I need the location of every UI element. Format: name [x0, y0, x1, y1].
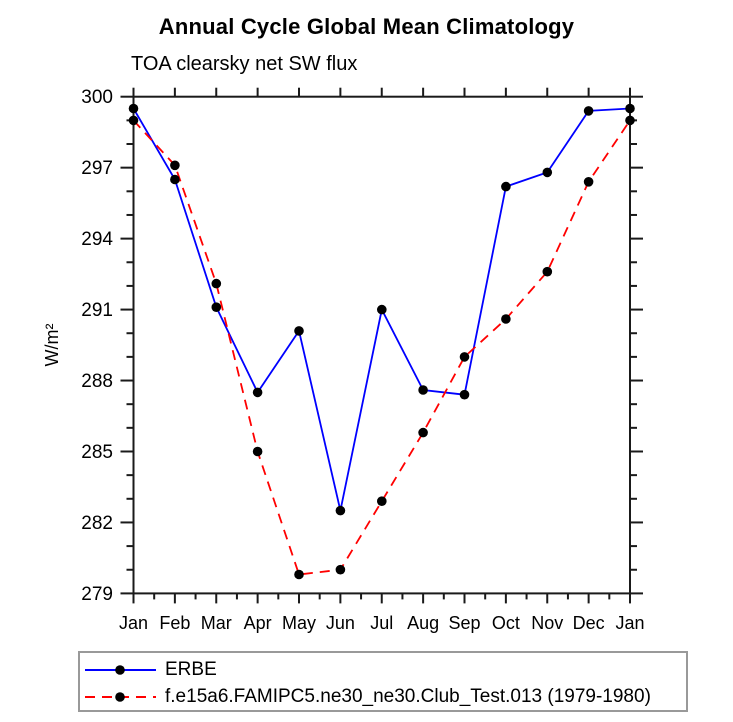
- series-model-marker: [128, 115, 139, 126]
- series-erbe-marker: [211, 302, 222, 313]
- series-model-marker: [211, 278, 222, 289]
- series-erbe-marker: [294, 326, 304, 336]
- plot-area: 279 282 285 288 291 294 297 300 Jan Feb Mar Apr May J…: [42, 87, 645, 633]
- legend-sample-marker: [115, 664, 125, 675]
- y-tick-label: 282: [81, 513, 113, 534]
- legend-item-erbe: ERBE: [82, 656, 686, 683]
- legend-label-model: f.e15a6.FAMIPC5.ne30_ne30.Club_Test.013 …: [165, 685, 651, 707]
- x-tick-label: Mar: [201, 613, 232, 633]
- y-tick-label: 291: [81, 300, 113, 321]
- series-erbe-marker: [252, 387, 263, 398]
- series-erbe-marker: [128, 103, 139, 114]
- x-tick-label: Jul: [370, 613, 393, 633]
- series-erbe-marker: [501, 181, 511, 192]
- x-tick-label: Aug: [407, 613, 439, 633]
- x-tick-label: May: [282, 613, 316, 633]
- x-tick-label: Oct: [492, 613, 520, 633]
- y-tick-label: 285: [81, 442, 113, 463]
- chart-title: Annual Cycle Global Mean Climatology: [158, 14, 575, 39]
- legend-item-model: f.e15a6.FAMIPC5.ne30_ne30.Club_Test.013 …: [82, 683, 686, 710]
- series-model-marker: [335, 564, 346, 575]
- chart-subtitle: TOA clearsky net SW flux: [131, 53, 358, 75]
- x-tick-label: Sep: [448, 613, 480, 633]
- series-erbe-marker: [170, 174, 180, 185]
- series-model-marker: [501, 314, 511, 324]
- series-erbe-marker: [542, 167, 553, 178]
- series-model-marker: [418, 427, 428, 438]
- series-erbe-marker: [625, 103, 635, 114]
- x-tick-label: Apr: [244, 613, 272, 633]
- series-erbe-marker: [459, 389, 470, 400]
- x-tick-label: Dec: [573, 613, 605, 633]
- series-erbe-marker: [418, 385, 428, 395]
- y-tick-label: 288: [81, 371, 113, 392]
- series-model-marker: [459, 352, 470, 362]
- series-model-marker: [170, 160, 180, 171]
- legend-label-erbe: ERBE: [165, 658, 217, 680]
- x-tick-label: Jan: [615, 613, 644, 633]
- series-model-marker: [252, 446, 263, 457]
- x-tick-label: Feb: [159, 613, 190, 633]
- legend-sample-erbe: [85, 664, 156, 675]
- legend-sample-marker: [115, 691, 125, 702]
- series-model-marker: [377, 496, 387, 507]
- y-axis-label: W/m²: [42, 324, 62, 367]
- series-model-line: [132, 119, 631, 576]
- legend-sample-model: [85, 691, 156, 702]
- plot-frame: [132, 95, 631, 595]
- x-tick-label: Nov: [531, 613, 563, 633]
- x-tick-label: Jun: [326, 613, 355, 633]
- series-erbe-marker: [335, 505, 346, 516]
- series-model-marker: [625, 115, 635, 126]
- y-tick-label: 300: [81, 87, 113, 108]
- series-model-marker: [542, 266, 553, 277]
- y-tick-label: 297: [81, 158, 113, 179]
- legend: ERBE f.e15a6.FAMIPC5.ne30_ne30.Club_Test…: [78, 651, 688, 712]
- series-erbe-marker: [377, 304, 387, 315]
- y-tick-label: 294: [81, 229, 113, 250]
- series-model-marker: [294, 569, 304, 580]
- x-tick-label: Jan: [119, 613, 148, 633]
- y-tick-label: 279: [81, 584, 113, 605]
- series-erbe-marker: [583, 106, 594, 116]
- series-model-marker: [583, 177, 594, 187]
